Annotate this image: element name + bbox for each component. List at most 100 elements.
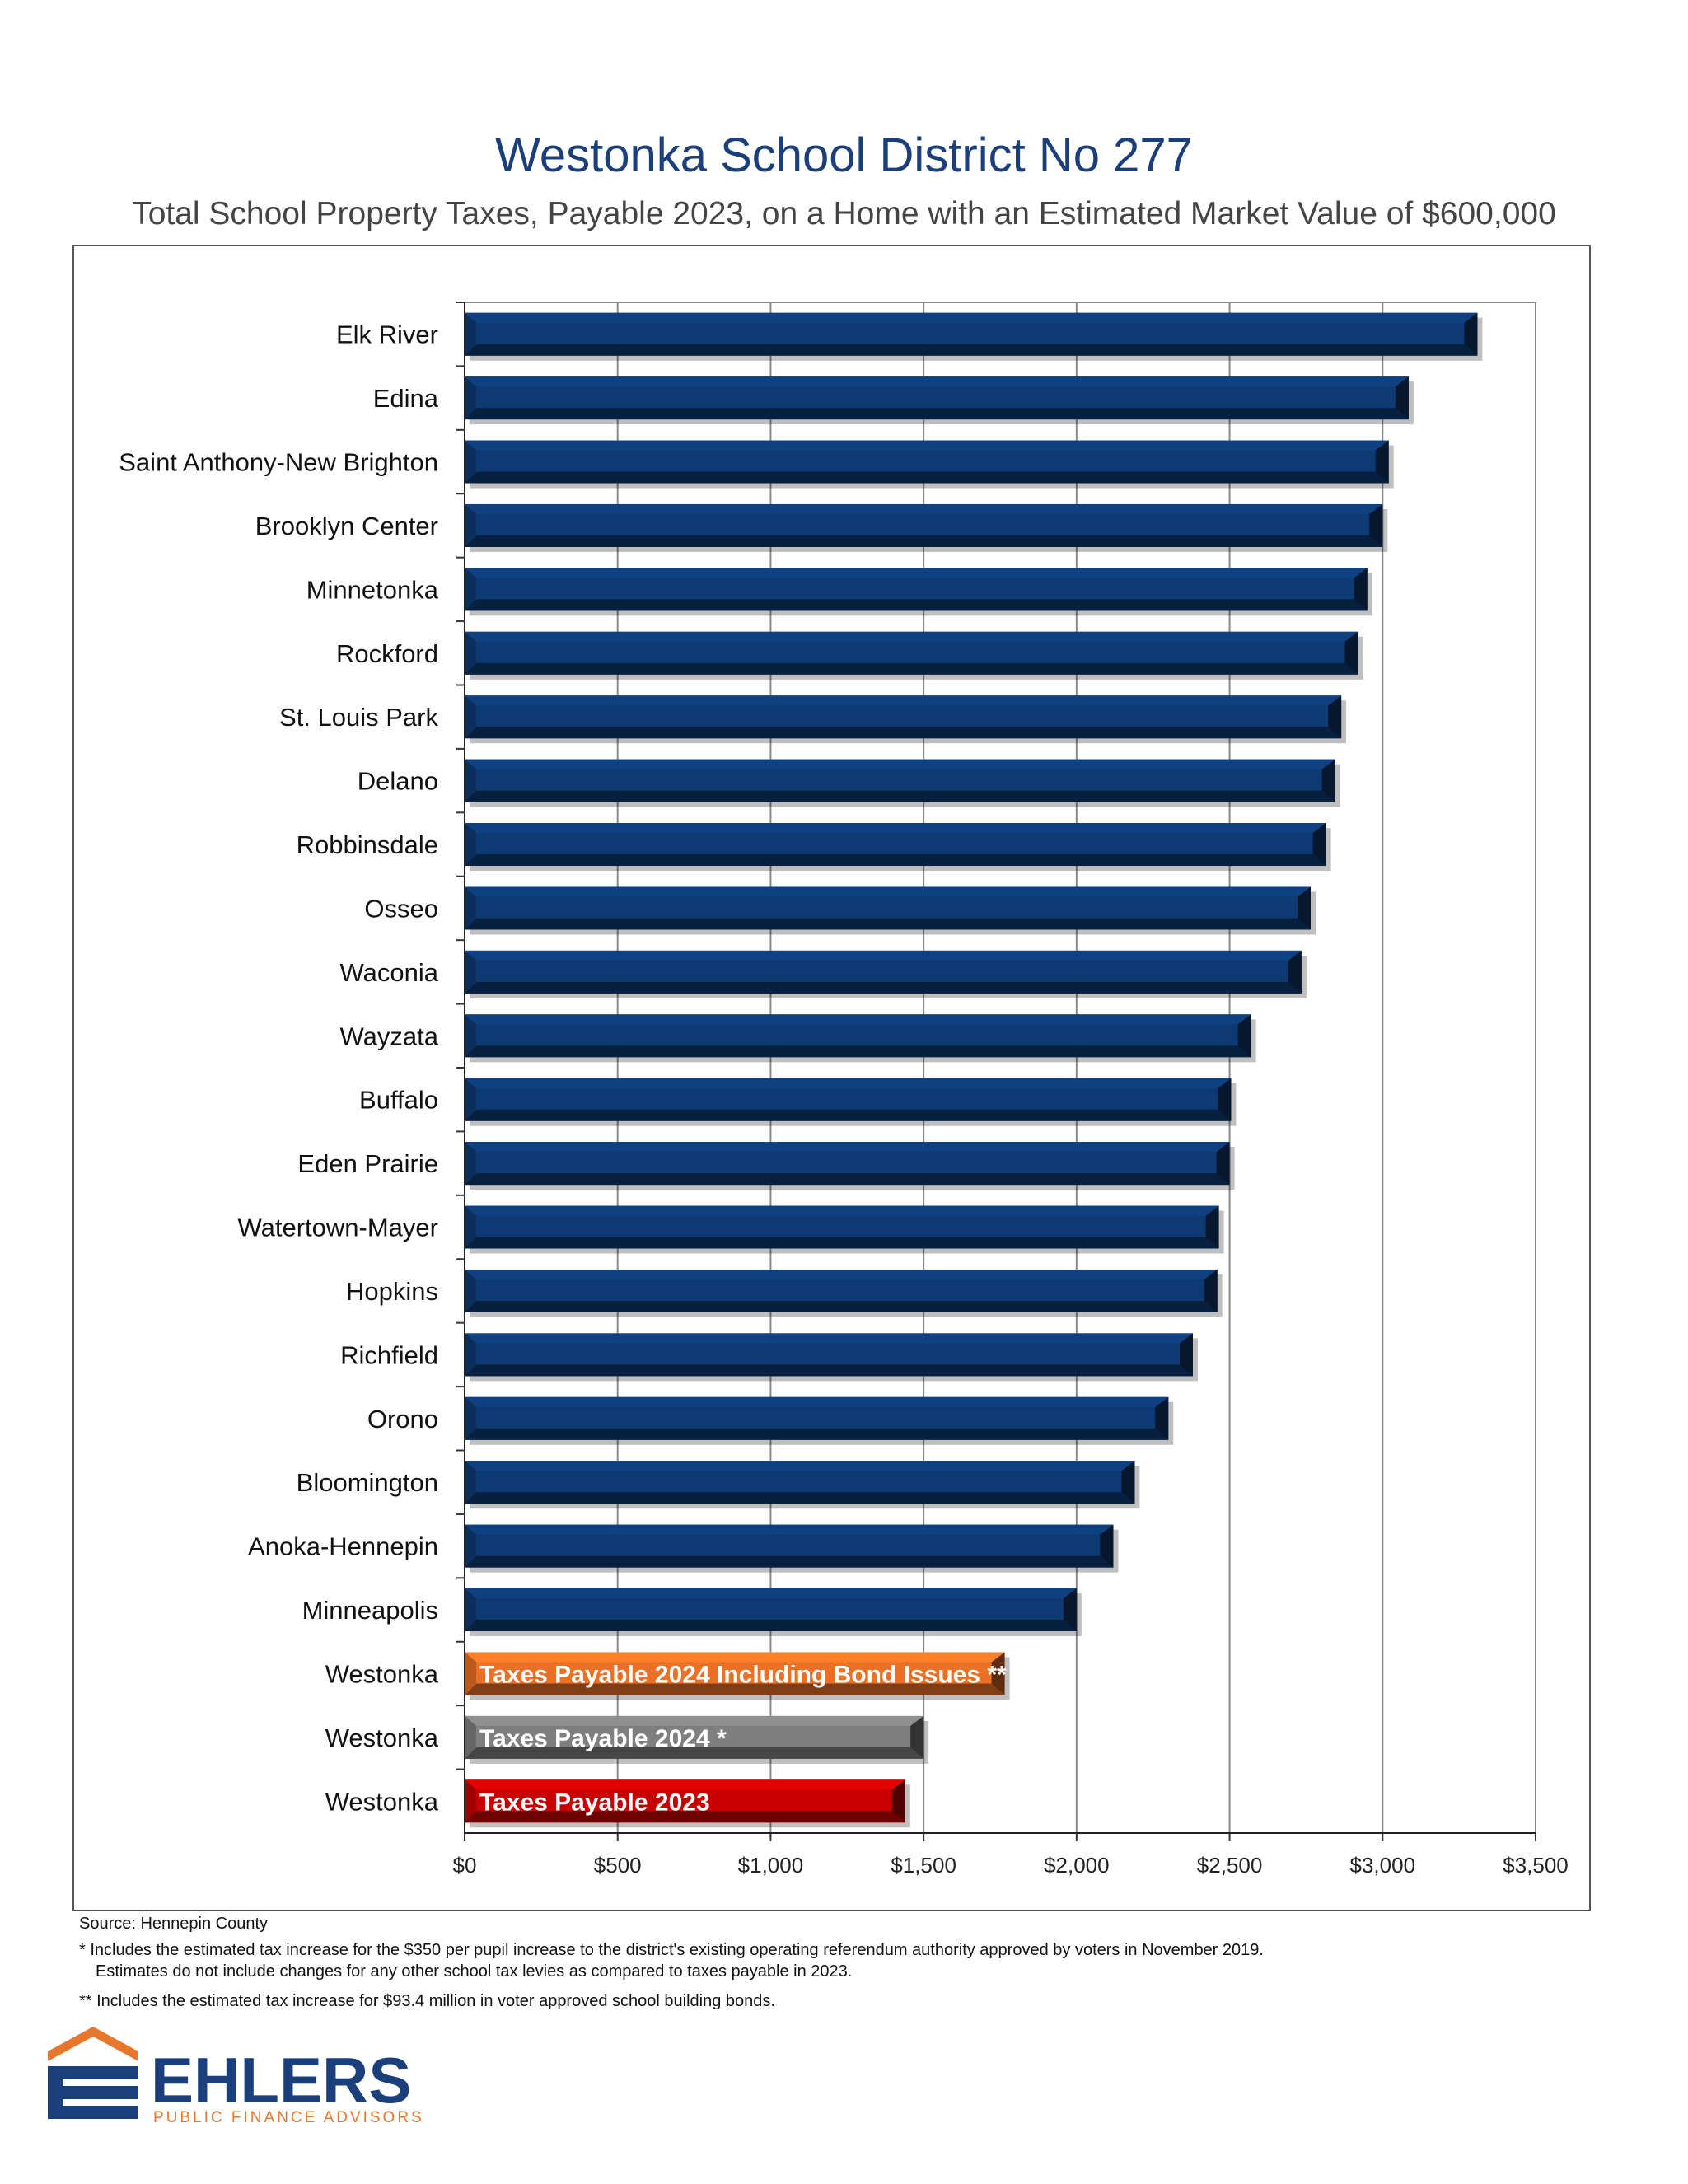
chart-subtitle: Total School Property Taxes, Payable 202… xyxy=(132,196,1556,231)
bar-bevel-bottom xyxy=(465,1620,1077,1632)
category-label: Minneapolis xyxy=(302,1596,438,1625)
bar-bevel-bottom xyxy=(465,1428,1169,1440)
bar-bevel-left xyxy=(465,440,476,484)
bar xyxy=(465,1205,1224,1254)
bar-bevel-top xyxy=(465,1333,1193,1344)
bars: Taxes Payable 2024 Including Bond Issues… xyxy=(465,312,1483,1828)
bar-bevel-top xyxy=(465,1269,1218,1279)
bar xyxy=(465,440,1394,489)
bar xyxy=(465,1396,1174,1445)
bar-bevel-right xyxy=(1063,1588,1077,1632)
footnote-1: * Includes the estimated tax increase fo… xyxy=(79,1941,1264,1959)
category-label: Eden Prairie xyxy=(297,1149,438,1178)
logo-bar-3 xyxy=(48,2106,138,2119)
bar-bevel-bottom xyxy=(465,1492,1135,1504)
bar-bevel-bottom xyxy=(465,1173,1230,1186)
bar-label: Taxes Payable 2024 Including Bond Issues… xyxy=(479,1661,1007,1688)
bar-bevel-bottom xyxy=(465,1683,1005,1695)
bar xyxy=(465,1078,1237,1126)
x-tick-label: $1,000 xyxy=(738,1853,804,1878)
bar-bevel-left xyxy=(465,1588,476,1632)
bar-bevel-left xyxy=(465,759,476,802)
bar-bevel-right xyxy=(1121,1461,1135,1504)
logo-tagline: PUBLIC FINANCE ADVISORS xyxy=(153,2109,424,2126)
bar xyxy=(465,950,1307,998)
bar-bevel-left xyxy=(465,1779,476,1823)
category-label: Elk River xyxy=(336,320,438,349)
bar-bevel-left xyxy=(465,1333,476,1377)
bar-bevel-top xyxy=(465,1588,1077,1599)
logo-bar-2 xyxy=(48,2086,138,2099)
bar-bevel-left xyxy=(465,823,476,867)
bar-bevel-top xyxy=(465,312,1478,323)
bar-bevel-top xyxy=(465,568,1368,578)
bar-bevel-right xyxy=(1237,1014,1251,1058)
bar-bevel-left xyxy=(465,503,476,547)
bar-bevel-right xyxy=(1288,950,1302,994)
bar-bevel-right xyxy=(1395,376,1409,420)
category-label: Buffalo xyxy=(359,1086,438,1115)
category-label: Anoka-Hennepin xyxy=(248,1532,438,1561)
bar-bevel-bottom xyxy=(465,1364,1193,1377)
source-note: Source: Hennepin County xyxy=(79,1915,269,1933)
footnote-2: ** Includes the estimated tax increase f… xyxy=(79,1992,775,2010)
category-labels: Elk River Edina Saint Anthony-New Brighton… xyxy=(119,320,438,1817)
bar-bevel-top xyxy=(465,759,1335,769)
bar xyxy=(465,886,1316,935)
bar-bevel-right xyxy=(1369,503,1383,547)
bar: Taxes Payable 2023 xyxy=(465,1779,910,1828)
bar xyxy=(465,1524,1119,1573)
bar-bevel-top xyxy=(465,1142,1230,1153)
bar-bevel-left xyxy=(465,312,476,356)
bar-bevel-right xyxy=(1205,1205,1219,1249)
category-label: Bloomington xyxy=(297,1468,438,1497)
category-label: Hopkins xyxy=(346,1277,438,1306)
category-label: St. Louis Park xyxy=(279,703,438,732)
bar-bevel-top xyxy=(465,1652,1005,1663)
bar-bevel-bottom xyxy=(465,981,1302,994)
category-label: Saint Anthony-New Brighton xyxy=(119,448,438,477)
bar-bevel-top xyxy=(465,1779,905,1790)
bar: Taxes Payable 2024 Including Bond Issues… xyxy=(465,1652,1010,1700)
bar-bevel-top xyxy=(465,503,1383,514)
bar xyxy=(465,1014,1256,1063)
bar xyxy=(465,1142,1235,1190)
bar-bevel-bottom xyxy=(465,471,1389,484)
category-label: Waconia xyxy=(340,958,439,987)
bar-bevel-top xyxy=(465,695,1342,706)
bar-bevel-left xyxy=(465,376,476,420)
category-label: Orono xyxy=(367,1405,438,1433)
bar-label: Taxes Payable 2023 xyxy=(479,1789,710,1816)
bar xyxy=(465,1588,1082,1637)
bar xyxy=(465,568,1372,616)
category-label: Robbinsdale xyxy=(297,830,438,859)
x-tick-label: $3,000 xyxy=(1350,1853,1416,1878)
bar-bevel-left xyxy=(465,1524,476,1568)
bar-bevel-left xyxy=(465,1715,476,1759)
bar-bevel-bottom xyxy=(465,408,1409,420)
category-label: Richfield xyxy=(340,1340,438,1369)
bar-bevel-right xyxy=(1298,886,1311,930)
logo-bar-1 xyxy=(48,2066,138,2079)
bar-bevel-top xyxy=(465,1078,1232,1088)
bar-bevel-bottom xyxy=(465,1555,1114,1568)
bar-bevel-top xyxy=(465,886,1311,897)
chart-frame: Taxes Payable 2024 Including Bond Issues… xyxy=(72,245,1591,1911)
x-tick-label: $1,500 xyxy=(891,1853,956,1878)
bar-bevel-left xyxy=(465,1205,476,1249)
category-label: Westonka xyxy=(325,1723,439,1752)
bar-bevel-right xyxy=(1216,1142,1230,1186)
bar-bevel-bottom xyxy=(465,1109,1232,1121)
bar-bevel-right xyxy=(1375,440,1389,484)
bar-bevel-bottom xyxy=(465,790,1335,802)
bar-bevel-top xyxy=(465,950,1302,961)
bar-bevel-bottom xyxy=(465,1045,1251,1058)
bar xyxy=(465,376,1414,425)
bar-bevel-bottom xyxy=(465,535,1383,547)
bar-bevel-left xyxy=(465,1142,476,1186)
bar-bevel-right xyxy=(1180,1333,1193,1377)
bar-bevel-top xyxy=(465,1461,1135,1471)
bar xyxy=(465,1333,1198,1382)
bar-bevel-top xyxy=(465,823,1326,834)
